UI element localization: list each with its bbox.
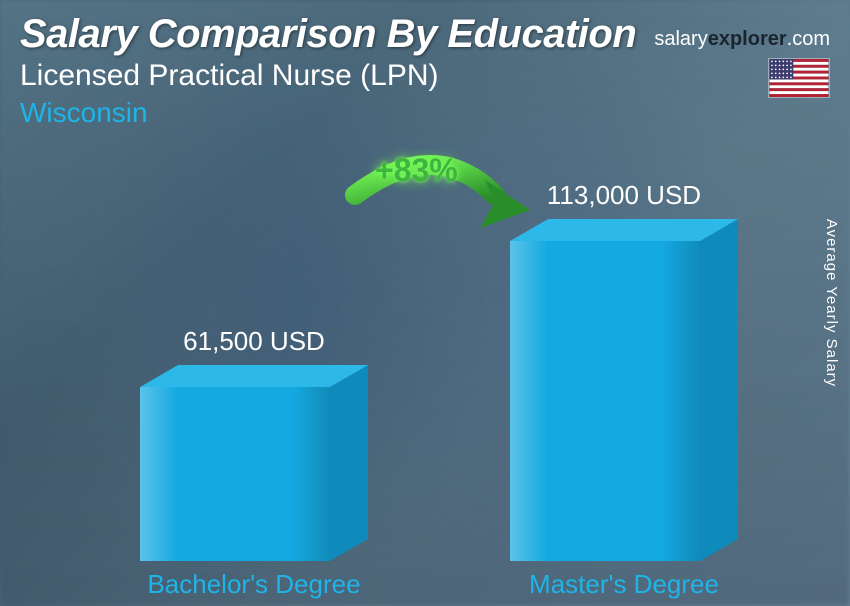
bar-top-face — [510, 219, 738, 241]
bar-category-label: Master's Degree — [510, 569, 738, 600]
title-row: Salary Comparison By Education salaryexp… — [20, 12, 830, 57]
page-title: Salary Comparison By Education — [20, 12, 636, 57]
location-label: Wisconsin — [20, 97, 830, 129]
bar-3d — [140, 365, 368, 561]
bar-side-face — [700, 219, 738, 561]
bar-value-label: 61,500 USD — [140, 326, 368, 357]
subtitle: Licensed Practical Nurse (LPN) — [20, 59, 830, 93]
brand-mid: explorer — [708, 28, 787, 50]
y-axis-label: Average Yearly Salary — [823, 219, 840, 387]
percent-increase-badge: +83% — [375, 152, 458, 189]
bar-group: 61,500 USD Bachelor's Degree — [140, 126, 368, 606]
bar-top-face — [140, 365, 368, 387]
brand-label: salaryexplorer.com — [654, 28, 830, 51]
bar-side-face — [330, 365, 368, 561]
bar-value-label: 113,000 USD — [510, 180, 738, 211]
header: Salary Comparison By Education salaryexp… — [20, 12, 830, 129]
bar-3d — [510, 219, 738, 561]
bar-category-label: Bachelor's Degree — [140, 569, 368, 600]
brand-prefix: salary — [654, 28, 707, 50]
bar-front — [510, 241, 700, 561]
brand-suffix: .com — [787, 28, 830, 50]
bar-group: 113,000 USD Master's Degree — [510, 126, 738, 606]
bar-front — [140, 387, 330, 561]
